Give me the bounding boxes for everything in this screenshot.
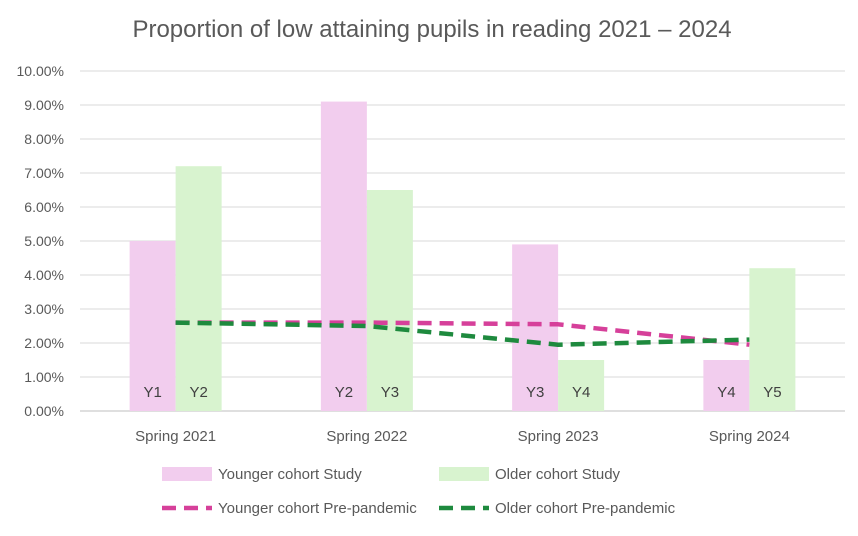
y-axis: 0.00% 1.00% 2.00% 3.00% 4.00% 5.00% 6.00% 7.00%… xyxy=(17,63,64,419)
legend-label: Older cohort Pre-pandemic xyxy=(495,500,676,517)
bar xyxy=(558,360,605,411)
x-tick-label: Spring 2024 xyxy=(709,428,790,445)
bar-label: Y5 xyxy=(763,384,781,401)
x-tick-label: Spring 2021 xyxy=(135,428,216,445)
bar-label: Y4 xyxy=(717,384,735,401)
y-tick-label: 6.00% xyxy=(24,199,64,215)
bar xyxy=(320,101,367,411)
y-tick-label: 10.00% xyxy=(17,63,64,79)
bar-label: Y4 xyxy=(572,384,590,401)
bar xyxy=(175,166,222,411)
legend-label: Younger cohort Pre-pandemic xyxy=(218,500,417,517)
bar-label: Y3 xyxy=(381,384,399,401)
bar xyxy=(703,360,750,411)
bar-label: Y3 xyxy=(526,384,544,401)
y-tick-label: 2.00% xyxy=(24,335,64,351)
y-tick-label: 3.00% xyxy=(24,301,64,317)
legend-label: Younger cohort Study xyxy=(218,466,362,483)
x-tick-label: Spring 2023 xyxy=(518,428,599,445)
chart-title: Proportion of low attaining pupils in re… xyxy=(132,16,731,43)
legend: Younger cohort Study Older cohort Study Yo… xyxy=(162,466,676,517)
y-tick-label: 0.00% xyxy=(24,403,64,419)
series-line xyxy=(175,320,750,347)
legend-swatch xyxy=(162,467,212,481)
bar-label: Y2 xyxy=(189,384,207,401)
x-tick-label: Spring 2022 xyxy=(326,428,407,445)
y-tick-label: 7.00% xyxy=(24,165,64,181)
bars: Y1 Y2 Y3 Y4 Y2 Y3 Y4 Y5 xyxy=(129,101,796,411)
bar xyxy=(366,190,413,411)
bar-label: Y2 xyxy=(335,384,353,401)
y-tick-label: 1.00% xyxy=(24,369,64,385)
bar xyxy=(512,244,559,411)
bar xyxy=(749,268,796,411)
legend-label: Older cohort Study xyxy=(495,466,621,483)
legend-swatch xyxy=(439,467,489,481)
bar xyxy=(129,241,176,411)
lines xyxy=(175,320,750,347)
x-axis: Spring 2021 Spring 2022 Spring 2023 Spring … xyxy=(135,428,790,445)
y-tick-label: 9.00% xyxy=(24,97,64,113)
y-tick-label: 8.00% xyxy=(24,131,64,147)
bar-label: Y1 xyxy=(143,384,161,401)
y-tick-label: 4.00% xyxy=(24,267,64,283)
y-tick-label: 5.00% xyxy=(24,233,64,249)
